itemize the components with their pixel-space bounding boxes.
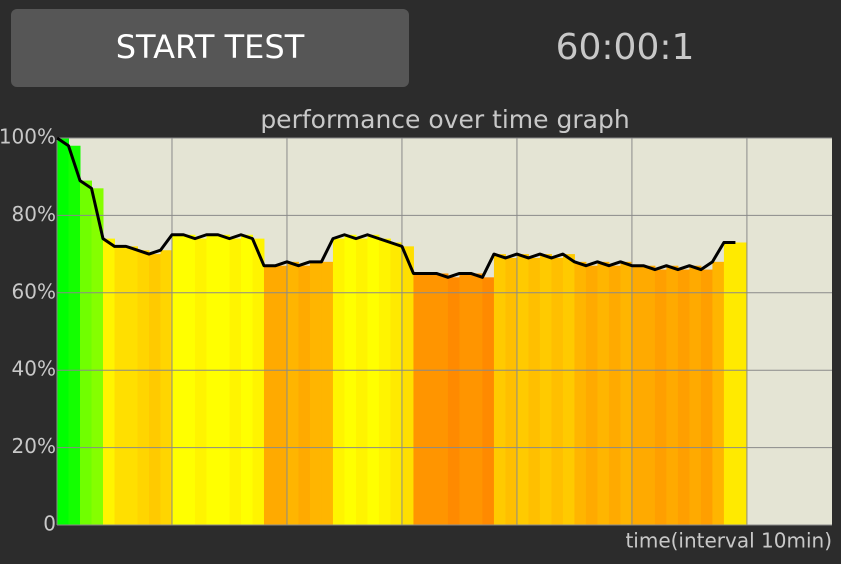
- bar: [91, 188, 104, 525]
- bar: [482, 277, 495, 525]
- bar: [252, 238, 265, 525]
- start-button[interactable]: [11, 9, 409, 87]
- bar: [413, 273, 426, 525]
- bar: [206, 234, 219, 525]
- timer: 60:00:1: [556, 27, 695, 68]
- bar: [367, 234, 380, 525]
- bar: [470, 273, 483, 525]
- y-tick-label: 80%: [12, 202, 56, 226]
- bar: [608, 265, 621, 525]
- bar: [148, 254, 161, 525]
- bar: [57, 138, 69, 525]
- bar: [183, 234, 196, 525]
- bar: [344, 234, 357, 525]
- chart-title: performance over time graph: [260, 105, 629, 134]
- bar: [355, 238, 368, 525]
- bar: [298, 265, 311, 525]
- bar: [735, 242, 748, 526]
- bar: [137, 250, 150, 526]
- bar: [68, 145, 81, 526]
- bar: [390, 242, 403, 526]
- bar: [493, 254, 506, 525]
- bar: [551, 257, 564, 525]
- bar: [194, 238, 207, 525]
- bar: [723, 242, 736, 526]
- bar: [459, 273, 472, 525]
- bar: [643, 265, 656, 525]
- bar: [597, 261, 610, 525]
- x-axis-label: time(interval 10min): [625, 529, 832, 553]
- bar: [700, 269, 713, 525]
- bar: [585, 265, 598, 525]
- y-tick-label: 40%: [12, 357, 56, 381]
- bar: [401, 246, 414, 526]
- bar: [125, 246, 138, 526]
- bar: [275, 265, 288, 525]
- bar: [332, 238, 345, 525]
- y-tick-label: 20%: [12, 434, 56, 458]
- bar: [528, 257, 541, 525]
- bar: [378, 238, 391, 525]
- bar: [574, 261, 587, 525]
- y-tick-label: 60%: [12, 279, 56, 303]
- y-tick-label: 100%: [0, 125, 56, 149]
- y-tick-label: 0: [43, 512, 56, 536]
- bar: [447, 277, 460, 525]
- performance-line: [56, 136, 736, 279]
- bar: [516, 254, 529, 525]
- bar: [666, 265, 679, 525]
- bar: [79, 180, 92, 525]
- bar: [160, 250, 173, 526]
- bar: [263, 265, 276, 525]
- bar: [436, 273, 449, 525]
- bar: [562, 254, 575, 525]
- bar: [240, 234, 253, 525]
- bar: [102, 238, 115, 525]
- bar: [631, 265, 644, 525]
- bar: [309, 261, 322, 525]
- bar: [424, 273, 437, 525]
- bar: [654, 269, 667, 525]
- button-label[interactable]: START TEST: [116, 28, 305, 66]
- bar: [505, 257, 518, 525]
- bar: [114, 246, 127, 526]
- bar: [217, 234, 230, 525]
- bar: [689, 265, 702, 525]
- bar: [539, 254, 552, 525]
- bar: [171, 234, 184, 525]
- bar: [620, 261, 633, 525]
- bar: [286, 261, 299, 525]
- bar: [677, 269, 690, 525]
- bar: [712, 261, 725, 525]
- bar: [321, 261, 334, 525]
- bar: [229, 238, 242, 525]
